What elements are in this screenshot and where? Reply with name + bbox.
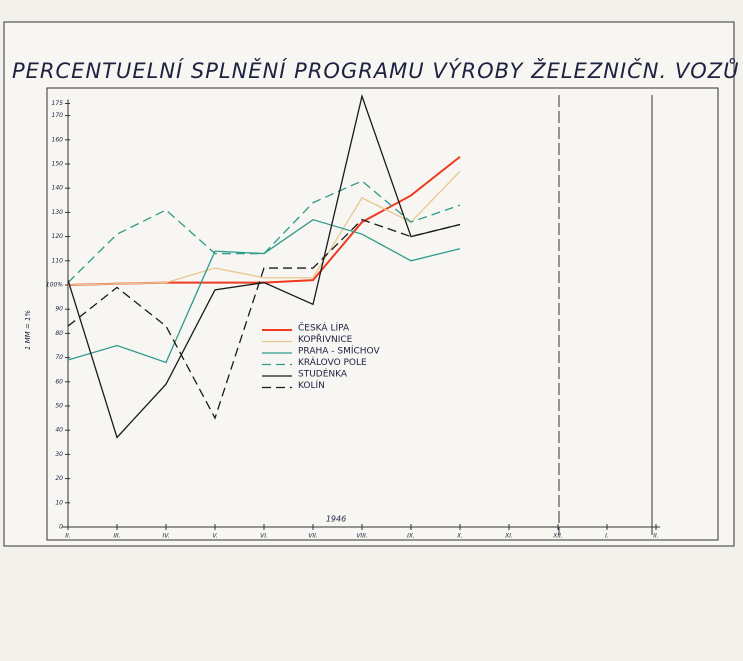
y-tick-label: 60 bbox=[55, 378, 63, 385]
x-tick-label: V. bbox=[212, 533, 217, 540]
series-line bbox=[67, 170, 461, 286]
legend-label: PRAHA - SMÍCHOV bbox=[298, 345, 380, 357]
y-tick-label: 30 bbox=[55, 451, 63, 458]
x-tick-label: VIII. bbox=[356, 533, 367, 540]
x-tick-label: VI. bbox=[260, 533, 268, 540]
legend-label: KOLÍN bbox=[298, 379, 325, 391]
series-line bbox=[67, 180, 461, 284]
x-tick-label: III. bbox=[113, 533, 120, 540]
legend-label: STUDÉNKA bbox=[298, 368, 348, 380]
y-tick-label: 70 bbox=[55, 354, 63, 361]
x-tick-label: X. bbox=[456, 533, 463, 540]
x-tick-label: I. bbox=[605, 533, 609, 540]
y-tick-label: 150 bbox=[52, 161, 64, 168]
y-tick-label: 175 bbox=[52, 100, 64, 107]
y-tick-label: 170 bbox=[52, 112, 64, 119]
legend-label: KRÁLOVO POLE bbox=[298, 356, 367, 368]
x-tick-label: II. bbox=[65, 533, 71, 540]
y-tick-label: 130 bbox=[52, 209, 64, 216]
x-tick-label: II. bbox=[653, 533, 659, 540]
plot-frame bbox=[46, 87, 719, 541]
y-tick-label: 20 bbox=[55, 475, 63, 482]
y-axis-label: 1 MM = 1% bbox=[24, 310, 32, 351]
x-tick-label: IV. bbox=[162, 533, 169, 540]
series-line bbox=[67, 93, 461, 439]
y-tick-label: 110 bbox=[52, 257, 64, 264]
chart-title: PERCENTUELNÍ SPLNĚNÍ PROGRAMU VÝROBY ŽEL… bbox=[12, 57, 739, 83]
y-tick-label: 160 bbox=[52, 136, 64, 143]
y-tick-label: 90 bbox=[55, 306, 63, 313]
series-line bbox=[67, 218, 461, 420]
x-tick-label: XI. bbox=[504, 533, 513, 540]
y-tick-label: 100% bbox=[46, 282, 63, 289]
y-tick-label: 10 bbox=[55, 499, 63, 506]
y-tick-label: 140 bbox=[52, 185, 64, 192]
year-annotation: 1946 bbox=[326, 515, 346, 524]
legend-label: KOPŘIVNICE bbox=[298, 334, 353, 345]
y-tick-label: 50 bbox=[55, 403, 63, 410]
legend-label: ČESKÁ LÍPA bbox=[298, 322, 350, 334]
y-tick-label: 120 bbox=[52, 233, 64, 240]
x-tick-label: VII. bbox=[308, 533, 318, 540]
y-tick-label: 80 bbox=[55, 330, 63, 337]
x-tick-label: XII. bbox=[552, 533, 563, 540]
y-tick-label: 0 bbox=[59, 524, 63, 531]
y-tick-label: 40 bbox=[55, 427, 63, 434]
x-tick-label: IX. bbox=[407, 533, 415, 540]
